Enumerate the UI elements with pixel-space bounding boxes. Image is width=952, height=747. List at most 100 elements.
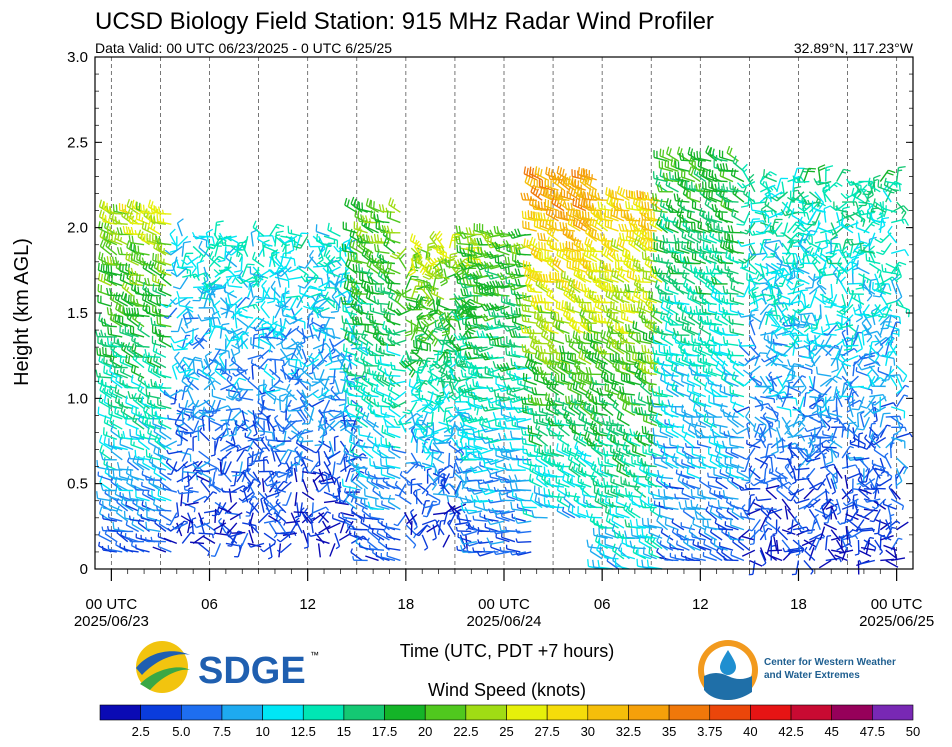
wind-barb-full-flag [98,251,101,260]
wind-barb-staff [141,485,156,492]
wind-barb-staff [152,496,167,502]
wind-barb-half-flag [139,326,143,331]
wind-barb-half-flag [129,229,132,234]
wind-barb-half-flag [335,495,340,498]
wind-barb-full-flag [117,430,120,438]
wind-barb-staff [214,532,229,536]
wind-barb-full-flag [465,288,469,296]
wind-barb-full-flag [258,276,264,284]
wind-barb-full-flag [290,373,298,379]
wind-barb-half-flag [243,486,248,490]
wind-barb-full-flag [345,409,349,417]
wind-barb-full-flag [285,383,291,391]
wind-barb-staff [274,256,285,269]
wind-barb-full-flag [300,361,308,368]
wind-barb-staff [328,440,335,455]
wind-barb-half-flag [504,526,508,531]
wind-barb-full-flag [453,386,459,394]
wind-barb-staff [187,256,197,269]
wind-barb-staff [181,501,196,509]
wind-barb-staff [239,396,254,401]
wind-barb-half-flag [163,389,166,395]
wind-barb-half-flag [245,419,250,423]
wind-barb-full-flag [153,445,157,453]
wind-barb-staff [159,471,172,481]
wind-barb-full-flag [293,245,301,249]
wind-barb-full-flag [379,356,382,364]
wind-barb-full-flag [352,489,355,498]
wind-barb-staff [288,378,303,381]
wind-barb-staff [179,491,194,495]
wind-barb-full-flag [111,256,115,264]
wind-barb-staff [273,417,282,432]
wind-barb-full-flag [159,214,162,223]
wind-barb-full-flag [338,403,347,407]
wind-barb-staff [176,502,180,517]
wind-barb-half-flag [466,476,469,481]
wind-barb-staff [225,511,240,516]
wind-barb-staff [179,266,194,269]
wind-barb-full-flag [195,472,199,481]
wind-barb-full-flag [130,437,133,445]
wind-barb-staff [310,532,325,538]
wind-barb-half-flag [307,532,311,537]
wind-barb-full-flag [96,491,99,499]
wind-barb-staff [252,440,264,452]
wind-barb-full-flag [375,383,379,392]
wind-barb-half-flag [196,368,199,374]
wind-barb-staff [201,416,205,431]
wind-barb-half-flag [377,401,380,407]
wind-barb-staff [447,522,456,536]
wind-barb-staff [198,450,211,461]
wind-barb-staff [506,530,521,533]
wind-barb-half-flag [211,437,216,441]
wind-barb-half-flag [518,395,521,401]
wind-barb-full-flag [341,478,344,487]
wind-barb-half-flag [438,468,444,471]
wind-barb-full-flag [121,208,125,217]
wind-barb-full-flag [355,340,359,349]
wind-barb-half-flag [246,266,251,269]
wind-barb-staff [511,345,526,348]
wind-barb-half-flag [361,298,363,304]
wind-barb-staff [192,359,196,374]
wind-barb-full-flag [179,389,187,393]
wind-barb-full-flag [114,405,117,414]
wind-barb-staff [263,542,276,553]
wind-barb-staff [121,348,134,358]
wind-barb-staff [241,410,247,425]
wind-barb-half-flag [237,544,243,547]
wind-barb-staff [274,512,287,523]
wind-barb-half-flag [209,479,213,484]
wind-barb-full-flag [100,338,104,346]
wind-barb-full-flag [324,333,327,342]
wind-barb-full-flag [147,425,150,434]
wind-barb-full-flag [311,381,320,384]
wind-barb-staff [506,427,521,430]
wind-barb-staff [211,325,226,330]
wind-barb-staff [270,324,276,339]
wind-barb-full-flag [217,317,221,325]
wind-barb-staff [416,438,419,453]
wind-barb-staff [457,407,472,412]
wind-barb-full-flag [379,345,382,354]
wind-barb-staff [203,491,214,503]
wind-barb-half-flag [177,489,180,494]
wind-barb-half-flag [98,541,101,547]
wind-barb-staff [135,345,150,348]
wind-barb-full-flag [268,269,275,275]
wind-barb-half-flag [212,481,216,486]
wind-barb-full-flag [455,358,459,367]
wind-barb-full-flag [198,240,203,248]
wind-barb-full-flag [133,253,136,261]
wind-barb-full-flag [328,412,335,419]
wind-barb-staff [269,358,284,361]
wind-barb-staff [137,522,150,533]
wind-barb-staff [285,396,289,411]
wind-barb-half-flag [277,488,282,492]
wind-barb-full-flag [103,436,107,444]
wind-barb-half-flag [152,226,156,231]
wind-barb-full-flag [284,272,290,280]
wind-barb-full-flag [224,327,230,334]
wind-barb-full-flag [101,214,104,222]
